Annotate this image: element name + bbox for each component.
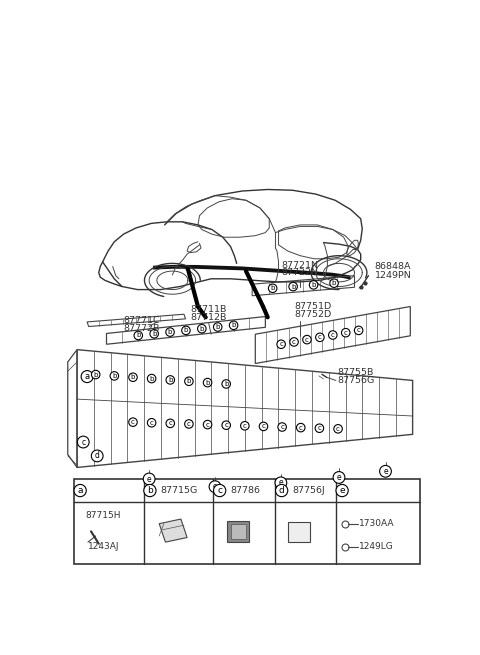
Text: b: b: [216, 324, 220, 330]
Text: b: b: [205, 380, 210, 386]
Text: 1249PN: 1249PN: [375, 271, 411, 280]
Text: b: b: [136, 333, 141, 339]
Text: c: c: [336, 426, 340, 432]
Text: c: c: [280, 424, 284, 430]
Text: b: b: [231, 322, 236, 328]
Text: b: b: [291, 284, 295, 290]
Text: c: c: [217, 486, 222, 495]
Text: 87786: 87786: [230, 486, 261, 495]
Text: 1249LG: 1249LG: [359, 542, 394, 552]
Text: c: c: [205, 422, 209, 428]
Text: a: a: [77, 486, 83, 495]
Text: b: b: [149, 375, 154, 382]
Text: 87751D: 87751D: [294, 302, 331, 311]
Text: e: e: [278, 478, 283, 487]
Text: 87755B: 87755B: [337, 368, 374, 377]
Text: b: b: [112, 373, 117, 379]
Text: 1730AA: 1730AA: [359, 519, 395, 528]
Text: 1243AJ: 1243AJ: [88, 542, 119, 552]
Text: b: b: [168, 329, 172, 335]
Text: c: c: [305, 337, 309, 343]
Polygon shape: [159, 519, 187, 542]
Polygon shape: [230, 523, 246, 539]
Text: e: e: [213, 482, 217, 491]
Text: 87771C: 87771C: [123, 316, 160, 325]
Text: c: c: [317, 425, 321, 431]
Text: c: c: [331, 332, 335, 338]
Text: b: b: [187, 378, 191, 384]
Text: 87715G: 87715G: [161, 486, 198, 495]
Text: 87772B: 87772B: [123, 324, 160, 333]
Text: b: b: [270, 286, 275, 291]
Text: c: c: [168, 421, 172, 426]
Text: c: c: [279, 341, 283, 347]
Text: 87711B: 87711B: [190, 305, 227, 314]
Polygon shape: [288, 522, 310, 542]
Text: 86848A: 86848A: [375, 262, 411, 271]
Text: c: c: [243, 422, 247, 429]
Text: c: c: [318, 334, 322, 341]
Text: d: d: [279, 486, 285, 495]
Text: 87722N: 87722N: [281, 269, 318, 277]
Text: 87756G: 87756G: [337, 376, 375, 385]
Polygon shape: [153, 265, 350, 280]
Text: c: c: [224, 422, 228, 428]
Text: e: e: [336, 473, 341, 482]
Text: c: c: [357, 328, 360, 333]
Text: b: b: [147, 486, 153, 495]
Text: b: b: [200, 326, 204, 331]
Text: 87756J: 87756J: [292, 486, 325, 495]
Text: c: c: [131, 419, 135, 425]
Text: 87712B: 87712B: [190, 313, 227, 322]
Text: b: b: [152, 331, 156, 337]
Text: b: b: [312, 282, 316, 288]
Text: c: c: [150, 420, 154, 426]
Text: 87721N: 87721N: [281, 261, 318, 270]
Text: b: b: [332, 280, 336, 286]
Text: c: c: [292, 339, 296, 345]
Text: b: b: [94, 371, 98, 377]
Text: a: a: [84, 372, 90, 381]
Text: d: d: [95, 451, 100, 460]
Text: 87715H: 87715H: [85, 512, 121, 521]
Text: c: c: [262, 423, 265, 430]
Text: b: b: [184, 328, 188, 333]
Polygon shape: [228, 521, 249, 542]
Text: 87752D: 87752D: [294, 310, 331, 319]
Text: e: e: [383, 467, 388, 476]
Text: c: c: [299, 424, 303, 430]
Text: c: c: [187, 421, 191, 427]
Text: b: b: [224, 381, 228, 387]
FancyBboxPatch shape: [74, 479, 420, 564]
Text: b: b: [131, 374, 135, 381]
Text: e: e: [147, 474, 151, 483]
Text: c: c: [81, 438, 85, 447]
Text: e: e: [339, 486, 345, 495]
Text: b: b: [168, 377, 172, 383]
Text: c: c: [344, 329, 348, 336]
